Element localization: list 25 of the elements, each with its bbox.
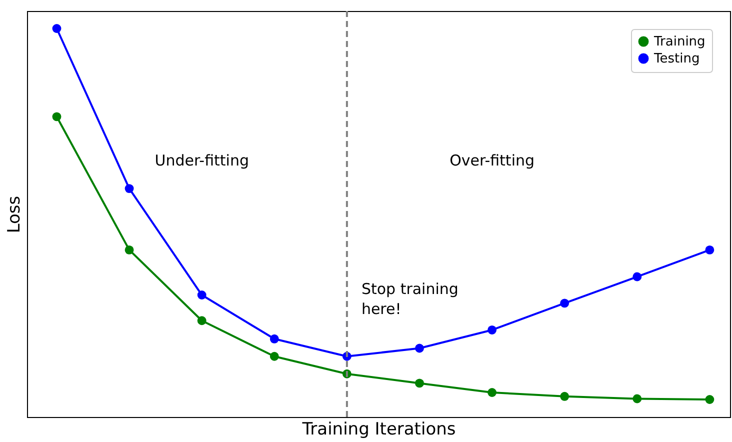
point	[632, 394, 642, 404]
annotation: Under-fitting	[154, 152, 249, 170]
point	[488, 388, 497, 397]
point	[415, 344, 424, 353]
legend-label: Training	[653, 34, 706, 50]
annotation: Over-fitting	[450, 152, 535, 170]
point	[197, 290, 206, 300]
point	[197, 316, 206, 326]
point	[705, 245, 714, 254]
annotation: Stop training here!	[361, 280, 458, 318]
point	[488, 326, 497, 334]
legend-label: Testing	[653, 52, 700, 66]
point	[415, 378, 424, 388]
point	[270, 352, 279, 361]
point	[560, 298, 570, 308]
point	[632, 272, 642, 282]
point	[560, 392, 570, 401]
point	[124, 184, 134, 194]
x-axis-title: Training Iterations	[301, 420, 456, 440]
point	[52, 24, 62, 33]
point	[52, 112, 62, 122]
point	[124, 245, 134, 254]
point	[705, 395, 714, 404]
point	[270, 334, 279, 344]
y-axis-title: Loss	[4, 196, 24, 234]
